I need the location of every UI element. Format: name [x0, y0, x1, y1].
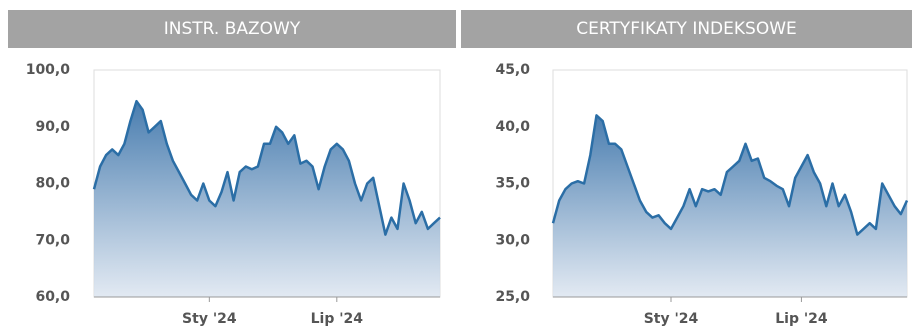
x-tick-label: Sty '24: [182, 311, 237, 327]
y-tick-label: 60,0: [35, 289, 70, 305]
y-tick-label: 25,0: [495, 289, 530, 305]
y-tick-label: 45,0: [495, 62, 530, 78]
x-tick-label: Sty '24: [644, 311, 699, 327]
y-tick-label: 100,0: [26, 62, 71, 78]
y-tick-label: 40,0: [495, 119, 530, 135]
panel-title: INSTR. BAZOWY: [8, 10, 456, 48]
y-tick-label: 35,0: [495, 176, 530, 192]
area-fill: [553, 115, 907, 298]
x-tick-label: Lip '24: [311, 311, 364, 327]
price-line: [92, 99, 441, 236]
price-line: [551, 114, 909, 236]
y-tick-label: 30,0: [495, 232, 530, 248]
y-tick-label: 90,0: [35, 119, 70, 135]
x-tick-label: Lip '24: [775, 311, 828, 327]
panel-title: CERTYFIKATY INDEKSOWE: [461, 10, 912, 48]
area-fill: [94, 101, 440, 297]
y-tick-label: 80,0: [35, 176, 70, 192]
y-tick-label: 70,0: [35, 232, 70, 248]
